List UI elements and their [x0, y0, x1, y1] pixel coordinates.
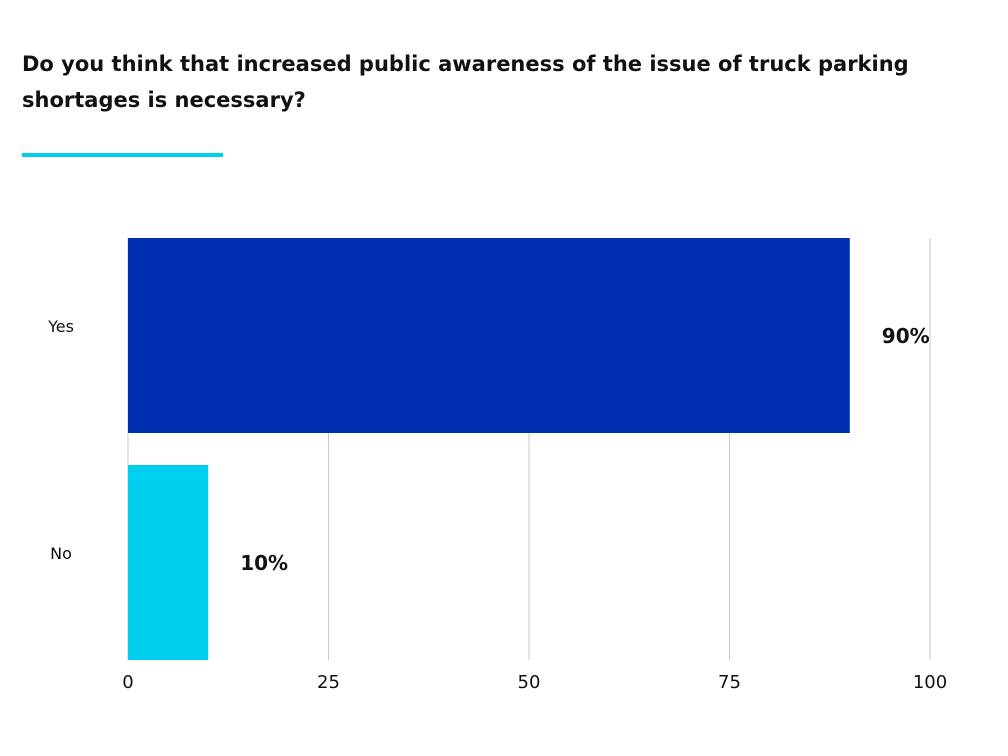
title-accent	[22, 153, 223, 157]
x-tick-label: 25	[317, 672, 340, 693]
x-tick-label: 0	[122, 672, 133, 693]
value-label: 90%	[882, 324, 930, 348]
x-tick-label: 100	[913, 672, 947, 693]
x-tick-label: 75	[718, 672, 741, 693]
bar	[128, 465, 209, 660]
bar	[128, 238, 850, 433]
y-tick-label: Yes	[47, 317, 74, 336]
x-tick-label: 50	[518, 672, 541, 693]
value-label: 10%	[240, 551, 288, 575]
chart-title: Do you think that increased public aware…	[22, 52, 909, 112]
y-tick-label: No	[50, 544, 72, 563]
